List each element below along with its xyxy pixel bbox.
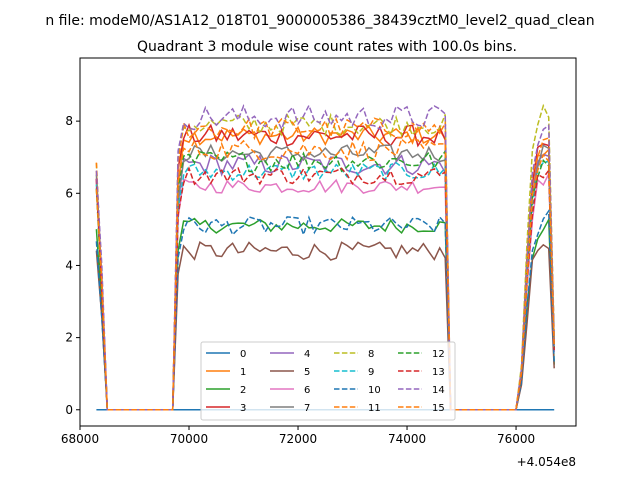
y-axis: 0 2 4 6 8 [65,114,80,417]
legend-label-6: 6 [304,385,310,396]
y-tick-label: 8 [65,114,73,128]
x-axis-offset-label: +4.054e8 [517,455,576,469]
legend-label-5: 5 [304,367,310,378]
x-tick-label: 70000 [170,432,208,446]
legend-label-4: 4 [304,349,310,360]
legend-label-2: 2 [240,385,246,396]
legend-label-3: 3 [240,403,246,414]
x-tick-label: 68000 [61,432,99,446]
x-tick-label: 72000 [279,432,317,446]
x-axis: 68000 70000 72000 74000 76000 [61,426,535,446]
x-tick-label: 76000 [497,432,535,446]
legend-label-0: 0 [240,349,246,360]
legend-label-11: 11 [368,403,381,414]
y-tick-label: 4 [65,258,73,272]
y-tick-label: 2 [65,331,73,345]
legend-label-9: 9 [368,367,374,378]
legend-label-12: 12 [432,349,445,360]
axes-frame [79,57,577,427]
legend-label-15: 15 [432,403,445,414]
plot-area: 68000 70000 72000 74000 76000 0 2 4 6 8 +4.054e8 [61,57,577,469]
y-tick-label: 0 [65,403,73,417]
legend-label-13: 13 [432,367,445,378]
y-tick-label: 6 [65,186,73,200]
series-line-15 [95,138,555,411]
series-layer [95,103,555,411]
legend-label-10: 10 [368,385,381,396]
legend-label-8: 8 [368,349,374,360]
x-tick-label: 74000 [388,432,426,446]
legend-label-14: 14 [432,385,445,396]
legend-box [200,341,456,421]
figure-suptitle: n file: modeM0/AS1A12_018T01_9000005386_… [45,13,594,29]
legend-label-7: 7 [304,403,310,414]
legend-label-1: 1 [240,367,246,378]
chart-title: Quadrant 3 module wise count rates with … [137,39,517,55]
